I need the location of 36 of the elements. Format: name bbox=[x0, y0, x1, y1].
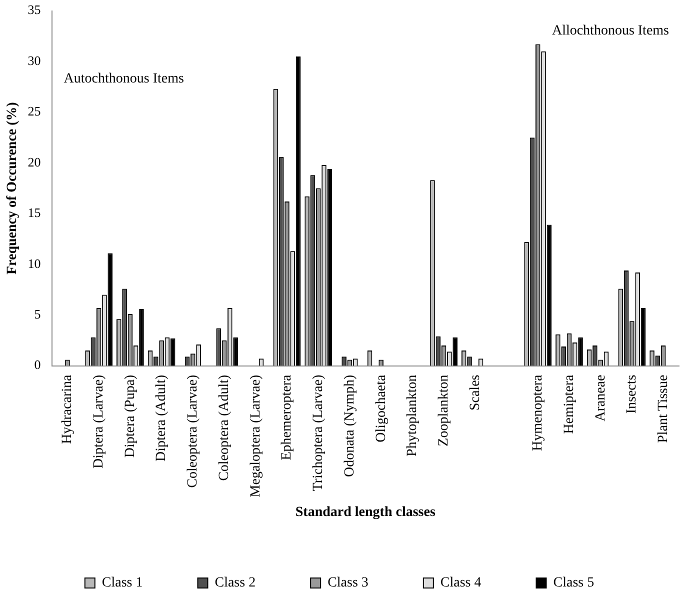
y-tick-label: 35 bbox=[28, 2, 41, 18]
y-tick-label: 30 bbox=[28, 52, 41, 68]
y-tick-label: 0 bbox=[34, 357, 41, 372]
y-tick-label: 15 bbox=[28, 205, 41, 220]
x-tick-label: Diptera (Adult) bbox=[154, 374, 170, 462]
x-tick-label: Hemiptera bbox=[562, 374, 577, 434]
y-tick-label: 5 bbox=[34, 306, 41, 322]
legend-label: Class 4 bbox=[440, 576, 482, 591]
y-tick-label: 25 bbox=[28, 104, 41, 119]
x-tick-label: Diptera (Pupa) bbox=[122, 374, 138, 458]
legend-label: Class 1 bbox=[102, 576, 143, 591]
x-tick-label: Coleoptera (Larvae) bbox=[186, 374, 201, 488]
x-tick-label: Ephemeroptera bbox=[280, 374, 295, 460]
x-tick-label: Insects bbox=[624, 374, 640, 414]
x-tick-label: Hydracarina bbox=[60, 374, 76, 444]
x-tick-label: Diptera (Larvae) bbox=[92, 374, 107, 468]
x-tick-label: Araneae bbox=[593, 374, 608, 422]
x-tick-label: Trichoptera (Larvae) bbox=[311, 374, 326, 492]
x-tick-label: Phytoplankton bbox=[405, 374, 420, 456]
legend-label: Class 2 bbox=[214, 576, 256, 591]
annotation: Autochthonous Items bbox=[64, 71, 184, 86]
x-tick-label: Zooplankton bbox=[436, 374, 452, 446]
x-tick-label: Odonata (Nymph) bbox=[342, 374, 358, 478]
x-tick-label: Scales bbox=[468, 374, 483, 411]
legend-label: Class 5 bbox=[553, 576, 594, 591]
x-tick-label: Hymenoptera bbox=[530, 374, 546, 451]
x-tick-label: Megaloptera (Larvae) bbox=[248, 374, 264, 498]
y-tick-label: 10 bbox=[28, 256, 41, 271]
annotation: Allochthonous Items bbox=[552, 23, 669, 38]
x-tick-label: Coleoptera (Adult) bbox=[216, 374, 232, 481]
x-axis-title: Standard length classes bbox=[295, 505, 436, 520]
y-tick-label: 20 bbox=[28, 154, 41, 170]
y-axis-title: Frequency of Occurence (%) bbox=[5, 102, 20, 275]
x-tick-label: Oligochaeta bbox=[374, 374, 389, 442]
legend-label: Class 3 bbox=[328, 576, 368, 591]
x-tick-label: Plant Tissue bbox=[656, 374, 671, 443]
